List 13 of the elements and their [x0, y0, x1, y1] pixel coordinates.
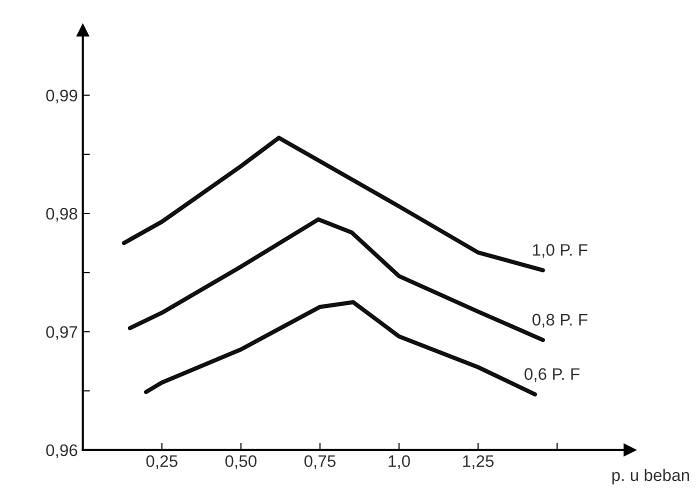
- y-tick-label: 0,99: [46, 90, 78, 104]
- y-tick-label: 0,98: [46, 208, 78, 222]
- series-label: 0,6 P. F: [524, 368, 580, 382]
- y-tick-label: 0,97: [46, 326, 78, 340]
- y-tick-label: 0,96: [46, 444, 78, 458]
- x-tick-label: 0,50: [225, 455, 256, 470]
- x-tick-label: 1,25: [463, 455, 494, 470]
- x-tick-label: 0,25: [146, 455, 178, 470]
- series-label: 0,8 P. F: [532, 314, 588, 328]
- series-label: 1,0 P. F: [533, 244, 588, 258]
- x-tick-label: 1,0: [388, 455, 410, 470]
- x-axis-title: p. u beban: [612, 468, 689, 484]
- x-tick-label: 0,75: [304, 455, 336, 470]
